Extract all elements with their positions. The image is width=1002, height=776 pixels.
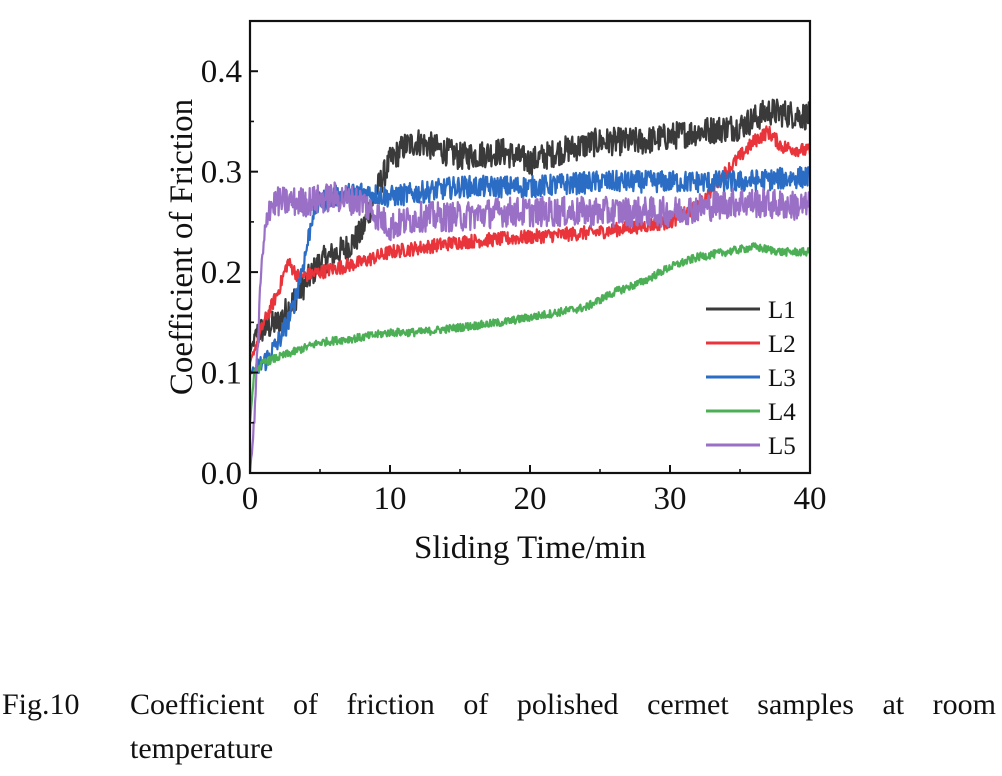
x-tick-label: 30 <box>654 481 687 517</box>
y-tick-label: 0.3 <box>201 155 242 191</box>
legend-label-l3: L3 <box>768 365 796 392</box>
plot-frame <box>248 19 812 475</box>
legend-label-l1: L1 <box>768 297 796 324</box>
series-line-l1 <box>250 98 810 353</box>
x-tick-label: 40 <box>794 481 827 517</box>
x-tick-label: 10 <box>374 481 407 517</box>
caption-line-1: Coefficient of friction of polished cerm… <box>130 688 996 721</box>
x-axis-label: Sliding Time/min <box>414 530 646 566</box>
y-axis-label: Coefficient of Friction <box>164 99 200 395</box>
series-line-l5 <box>250 181 810 473</box>
y-tick-label: 0.2 <box>201 255 242 291</box>
y-tick-label: 0.1 <box>201 356 242 392</box>
y-tick-label: 0.4 <box>201 54 242 90</box>
legend-label-l2: L2 <box>768 331 796 358</box>
legend-label-l4: L4 <box>768 399 796 426</box>
figure-number: Fig.10 <box>2 688 80 721</box>
x-tick-label: 20 <box>514 481 547 517</box>
caption-line-2: temperature <box>130 732 274 765</box>
legend-label-l5: L5 <box>768 433 796 460</box>
series-line-l4 <box>250 242 810 423</box>
x-tick-label: 0 <box>242 481 259 517</box>
legend: L1 L2 L3 L4 L5 <box>706 297 796 460</box>
y-tick-label: 0.0 <box>201 456 242 492</box>
friction-chart: 0 10 20 30 40 0.0 0.1 0.2 0.3 0.4 Sliding Time/mi… <box>164 19 827 566</box>
